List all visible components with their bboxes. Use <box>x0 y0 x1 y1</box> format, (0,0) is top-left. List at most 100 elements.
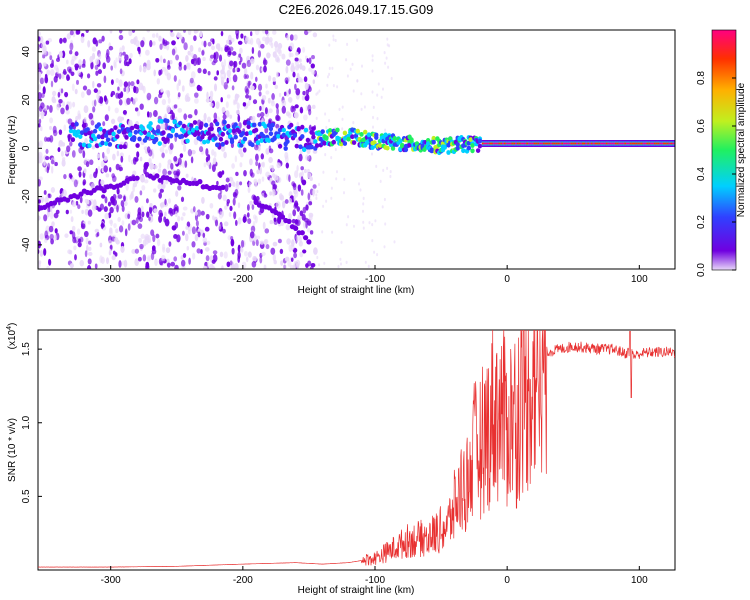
faint-track-cell <box>65 197 71 203</box>
track-cell <box>153 136 159 142</box>
track-cell <box>526 142 529 145</box>
noise-cell <box>235 93 240 99</box>
noise-cell <box>57 147 61 153</box>
noise-cell <box>206 91 209 100</box>
noise-cell <box>146 92 152 101</box>
colorbar-tick-label: 0.6 <box>696 119 707 133</box>
noise-cell <box>225 177 230 183</box>
noise-cell <box>119 152 124 158</box>
noise-cell <box>309 230 314 235</box>
noise-cell <box>189 44 194 53</box>
noise-cell <box>318 182 320 187</box>
noise-cell <box>265 148 270 155</box>
track-cell <box>500 142 503 145</box>
noise-cell <box>115 78 119 83</box>
track-cell <box>189 123 194 128</box>
noise-cell <box>185 225 189 230</box>
noise-cell <box>38 179 42 187</box>
noise-cell <box>107 105 111 112</box>
track-cell <box>576 142 579 145</box>
noise-cell <box>48 258 51 266</box>
noise-cell <box>167 159 172 165</box>
noise-cell <box>110 118 116 125</box>
noise-cell <box>117 115 123 123</box>
track-cell <box>192 120 198 125</box>
noise-cell <box>82 85 88 91</box>
noise-cell <box>38 199 41 204</box>
noise-cell <box>226 50 232 57</box>
noise-cell <box>95 70 99 76</box>
faint-track-cell <box>303 235 309 241</box>
noise-cell <box>259 166 262 175</box>
noise-cell <box>43 190 47 195</box>
noise-cell <box>54 161 58 167</box>
noise-cell <box>249 200 253 206</box>
noise-cell <box>58 73 62 80</box>
noise-cell <box>187 62 191 70</box>
noise-cell <box>328 72 331 76</box>
noise-cell <box>384 61 387 65</box>
track-cell <box>657 142 660 145</box>
noise-cell <box>218 224 222 230</box>
noise-cell <box>293 203 298 210</box>
noise-cell <box>162 183 166 189</box>
noise-cell <box>272 76 276 82</box>
noise-cell <box>236 102 240 110</box>
noise-cell <box>96 153 101 159</box>
noise-cell <box>62 189 67 197</box>
noise-cell <box>255 160 259 167</box>
track-cell <box>102 128 107 134</box>
noise-cell <box>285 162 290 169</box>
noise-cell <box>268 38 273 46</box>
noise-cell <box>386 166 389 170</box>
track-cell <box>620 142 623 145</box>
noise-cell <box>136 151 140 158</box>
track-cell <box>537 142 540 145</box>
noise-cell <box>304 217 309 223</box>
track-cell <box>220 131 225 137</box>
noise-cell <box>162 168 167 176</box>
noise-cell <box>246 204 250 211</box>
track-cell <box>635 142 638 145</box>
noise-cell <box>43 248 47 256</box>
noise-cell <box>139 156 143 162</box>
noise-cell <box>294 60 300 66</box>
noise-cell <box>47 51 52 56</box>
noise-cell <box>162 58 166 64</box>
track-cell <box>403 147 409 153</box>
noise-cell <box>160 202 163 209</box>
noise-cell <box>251 260 257 268</box>
track-cell <box>639 142 642 145</box>
noise-cell <box>125 86 130 94</box>
noise-cell <box>118 99 123 106</box>
track-cell <box>492 142 496 145</box>
track-cell <box>148 126 153 131</box>
noise-cell <box>152 41 156 46</box>
noise-cell <box>221 80 225 86</box>
noise-cell <box>146 211 150 218</box>
track-cell <box>168 133 174 139</box>
noise-cell <box>38 36 41 42</box>
noise-cell <box>312 32 318 38</box>
noise-cell <box>212 250 218 255</box>
noise-cell <box>219 251 224 258</box>
noise-cell <box>76 79 79 85</box>
noise-cell <box>78 238 81 243</box>
noise-cell <box>229 260 233 266</box>
noise-cell <box>270 100 276 107</box>
noise-cell <box>69 263 74 269</box>
track-cell <box>253 127 259 133</box>
track-cell <box>520 142 523 145</box>
track-cell <box>661 142 664 145</box>
noise-cell <box>118 30 123 34</box>
x-tick-label: 0 <box>504 575 510 586</box>
noise-cell <box>100 222 104 230</box>
track-cell <box>409 137 414 143</box>
noise-cell <box>238 60 242 65</box>
track-cell <box>442 144 447 150</box>
track-cell <box>96 134 102 140</box>
noise-cell <box>272 241 278 247</box>
track-cell <box>581 142 584 145</box>
noise-cell <box>196 84 201 92</box>
noise-cell <box>371 223 374 227</box>
